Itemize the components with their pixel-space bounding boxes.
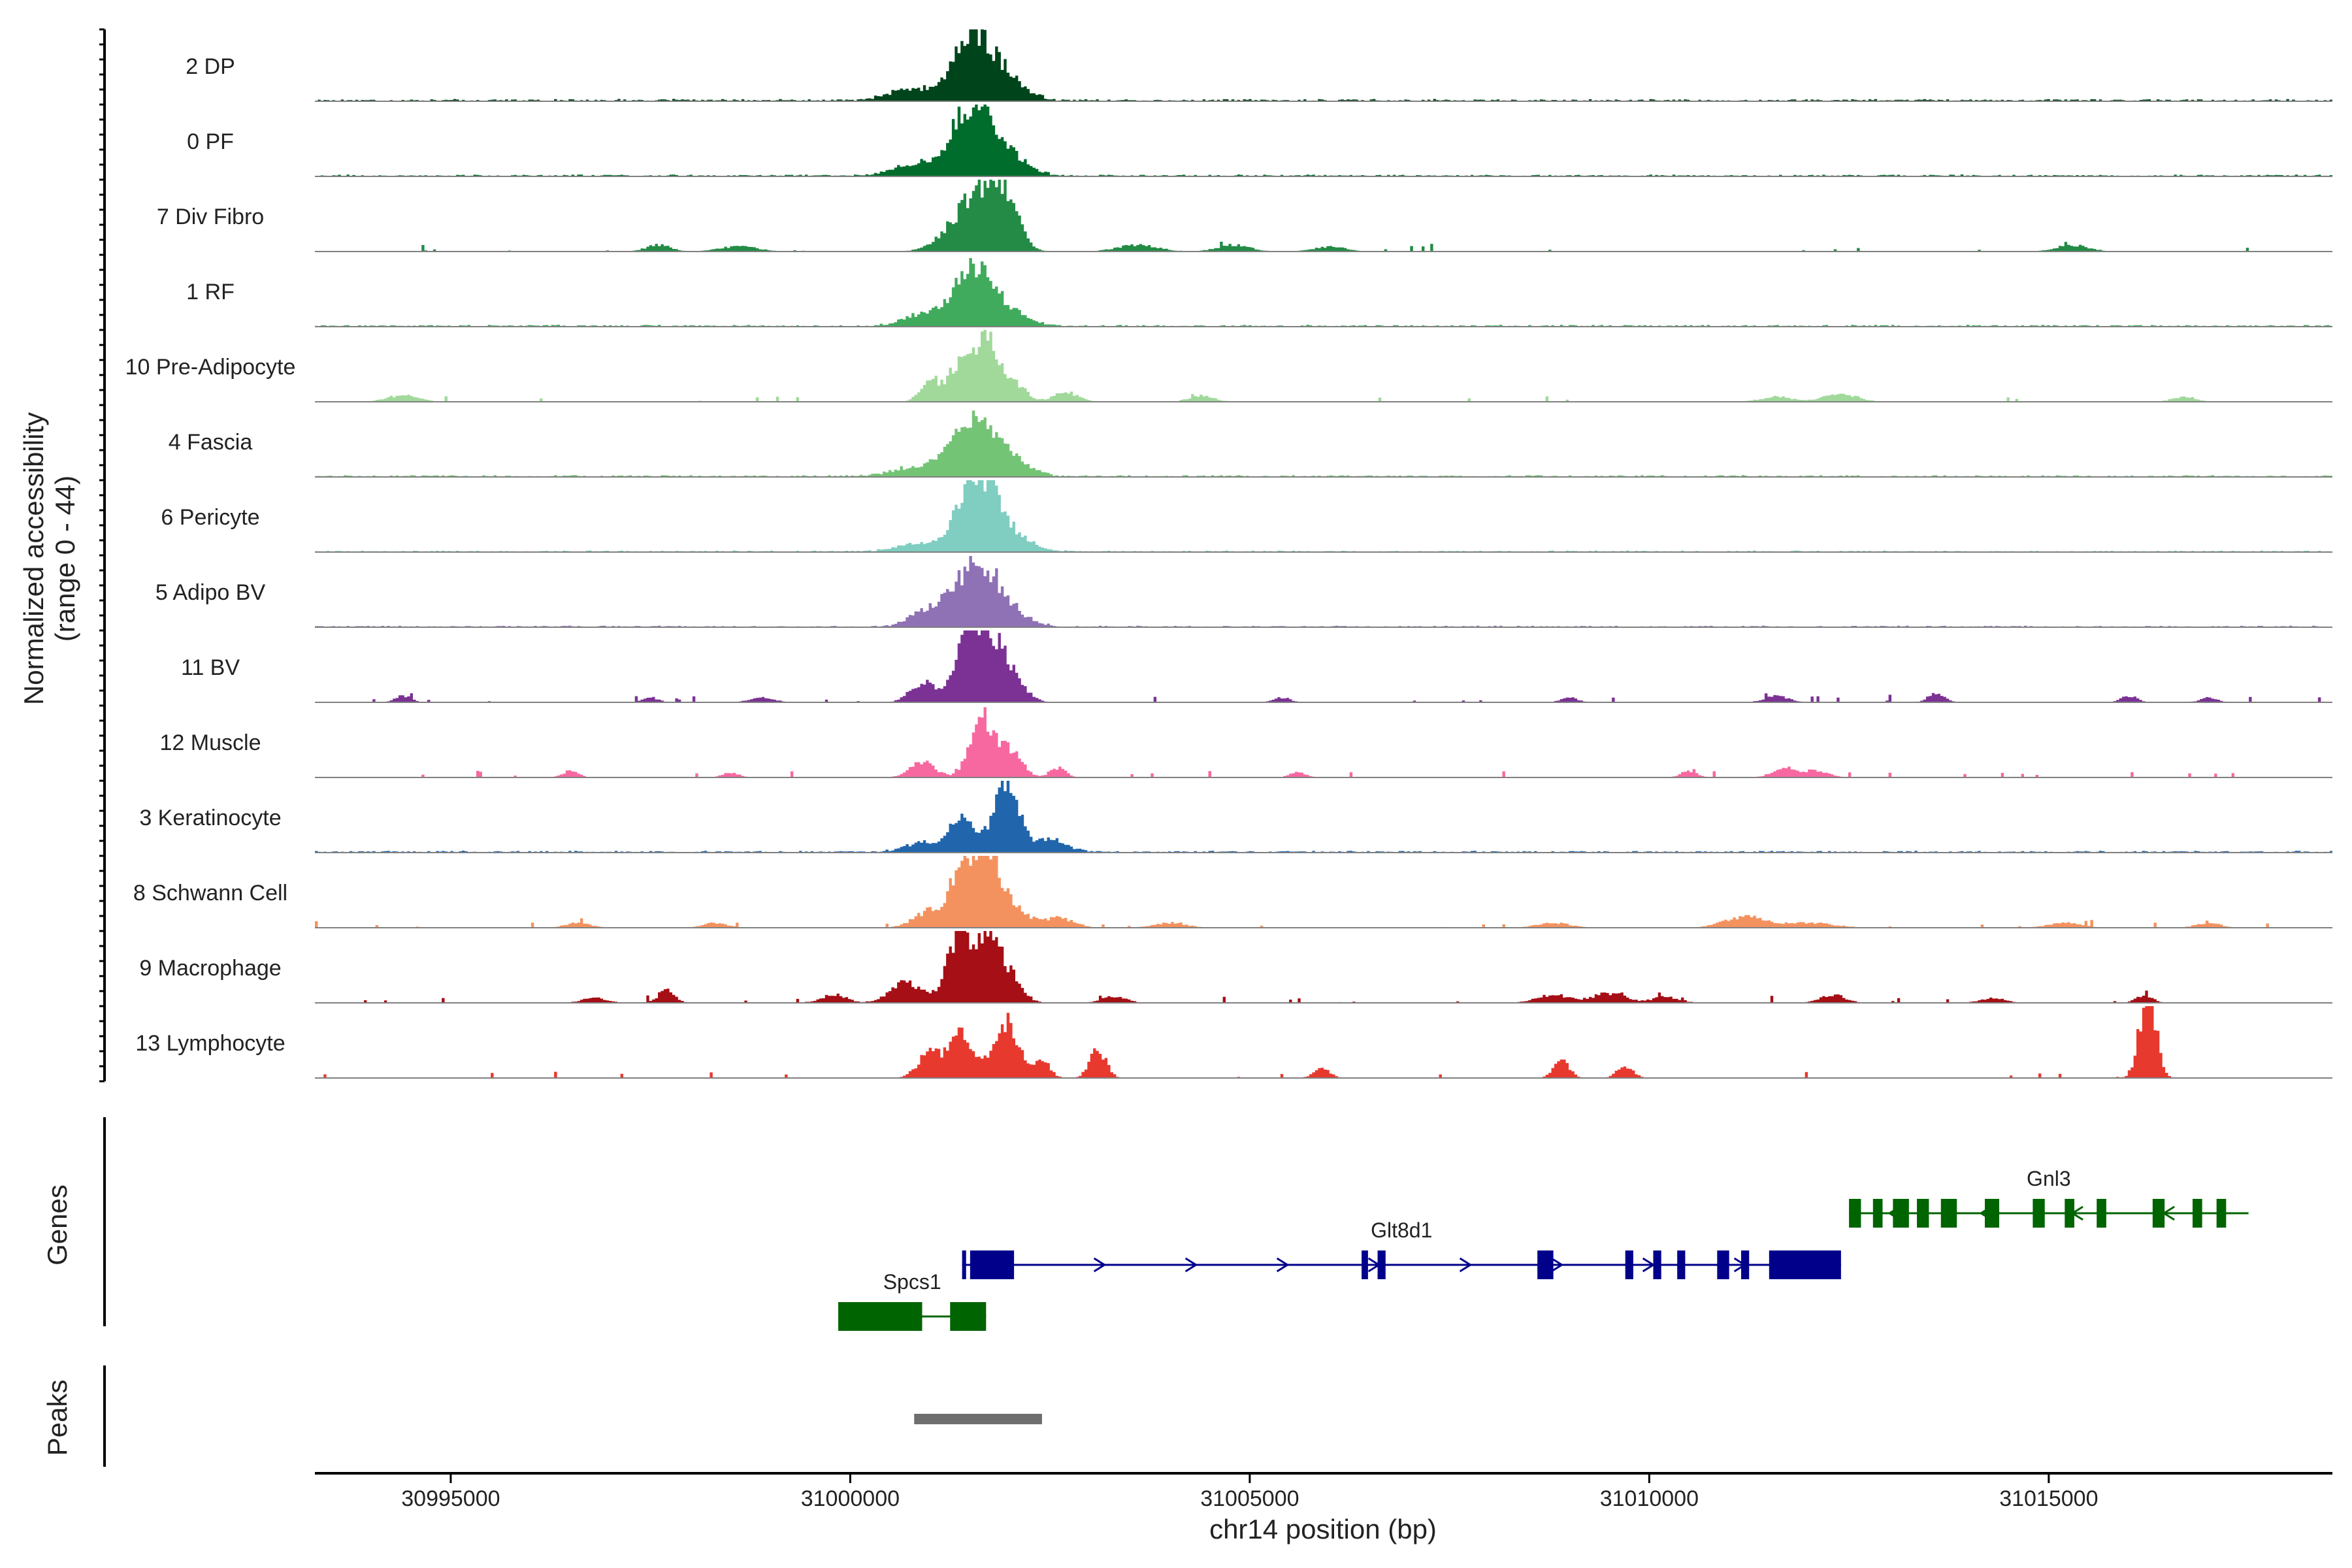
- track-label: 10 Pre-Adipocyte: [125, 355, 296, 380]
- coverage-track: 12 Muscle: [160, 707, 2332, 778]
- track-label: 4 Fascia: [169, 430, 253, 455]
- strand-arrow: [1550, 1257, 1564, 1273]
- track-label: 7 Div Fibro: [157, 204, 264, 229]
- gene-exon: [1362, 1250, 1368, 1279]
- track-label: 2 DP: [186, 54, 235, 79]
- coverage-track: 10 Pre-Adipocyte: [125, 330, 2332, 402]
- coverage-track: 9 Macrophage: [139, 931, 2332, 1004]
- gene-exon: [1677, 1250, 1686, 1279]
- coverage-track: 1 RF: [186, 258, 2332, 327]
- gene-exon: [838, 1302, 923, 1331]
- x-tick-label: 31005000: [1200, 1486, 1299, 1511]
- gene-exon: [1940, 1199, 1957, 1228]
- track-label: 0 PF: [187, 129, 234, 154]
- track-label: 8 Schwann Cell: [133, 881, 287, 906]
- gene-exon: [2097, 1199, 2106, 1228]
- strand-arrow: [1093, 1257, 1107, 1273]
- strand-arrow: [1184, 1257, 1198, 1273]
- gene-label: Glt8d1: [1371, 1218, 1432, 1242]
- x-tick-label: 30995000: [401, 1486, 500, 1511]
- gene-annotation-track: Gnl3 Glt8d1 Spcs1: [838, 1167, 2249, 1331]
- gene-exon: [2216, 1199, 2227, 1228]
- gene-exon: [1985, 1199, 2000, 1228]
- track-label: 9 Macrophage: [139, 956, 281, 981]
- x-tick-label: 31015000: [1999, 1486, 2098, 1511]
- coverage-track: 11 BV: [181, 630, 2332, 703]
- gene-exon: [1849, 1199, 1861, 1228]
- track-label: 6 Pericyte: [161, 505, 259, 530]
- gene-exon: [1653, 1250, 1661, 1279]
- gene-model: Glt8d1: [962, 1218, 1841, 1279]
- coverage-tracks: 2 DP 0 PF 7 Div Fibro 1 RF 10 Pre-Adipocyte 4…: [125, 29, 2332, 1079]
- gene-exon: [2192, 1199, 2202, 1228]
- x-axis-label: chr14 position (bp): [1209, 1514, 1437, 1544]
- peaks-panel-label: Peaks: [42, 1380, 73, 1456]
- track-label: 1 RF: [186, 280, 235, 304]
- strand-arrow: [1276, 1257, 1290, 1273]
- y-axis-label-line-1: Normalized accessibility: [18, 412, 49, 705]
- track-label: 11 BV: [181, 655, 240, 680]
- gene-exon: [1769, 1250, 1841, 1279]
- coverage-y-axis: [99, 28, 106, 1083]
- gene-exon: [962, 1250, 966, 1279]
- track-label: 13 Lymphocyte: [135, 1031, 285, 1056]
- track-label: 12 Muscle: [160, 730, 261, 755]
- x-tick-label: 31010000: [1600, 1486, 1699, 1511]
- gene-exon: [950, 1302, 987, 1331]
- gene-model: Spcs1: [838, 1270, 987, 1331]
- track-label: 5 Adipo BV: [155, 580, 266, 605]
- peak-region: [914, 1414, 1042, 1424]
- gene-exon: [1893, 1199, 1909, 1228]
- coverage-track: 6 Pericyte: [161, 480, 2332, 553]
- gene-label: Gnl3: [2027, 1167, 2071, 1190]
- genes-panel-label: Genes: [42, 1184, 73, 1266]
- gene-exon: [1537, 1250, 1554, 1279]
- coverage-track: 0 PF: [187, 105, 2332, 177]
- gene-label: Spcs1: [883, 1270, 941, 1294]
- y-axis-label-line-2: (range 0 - 44): [50, 476, 80, 642]
- coverage-track: 13 Lymphocyte: [135, 1006, 2332, 1079]
- coverage-track: 8 Schwann Cell: [133, 856, 2332, 928]
- gene-exon: [1625, 1250, 1633, 1279]
- coverage-track: 4 Fascia: [169, 410, 2332, 478]
- gene-exon: [1377, 1250, 1386, 1279]
- gene-exon: [1717, 1250, 1729, 1279]
- gene-exon: [2152, 1199, 2165, 1228]
- gene-exon: [2033, 1199, 2045, 1228]
- track-label: 3 Keratinocyte: [139, 806, 281, 830]
- peaks-track: [914, 1414, 1042, 1424]
- gene-model: Gnl3: [1849, 1167, 2249, 1228]
- coverage-track: 7 Div Fibro: [157, 180, 2332, 252]
- coverage-area: [315, 1006, 2332, 1078]
- x-axis: 30995000 31000000 31005000 31010000 31015000: [315, 1472, 2332, 1511]
- gene-exon: [1917, 1199, 1929, 1228]
- strand-arrow: [1459, 1257, 1473, 1273]
- coverage-track: 3 Keratinocyte: [139, 781, 2332, 853]
- gene-exon: [970, 1250, 1015, 1279]
- coverage-track: 5 Adipo BV: [155, 556, 2332, 628]
- gene-exon: [1872, 1199, 1883, 1228]
- x-tick-label: 31000000: [801, 1486, 900, 1511]
- coverage-track: 2 DP: [186, 29, 2332, 102]
- gene-exon: [1741, 1250, 1750, 1279]
- gene-exon: [2065, 1199, 2074, 1228]
